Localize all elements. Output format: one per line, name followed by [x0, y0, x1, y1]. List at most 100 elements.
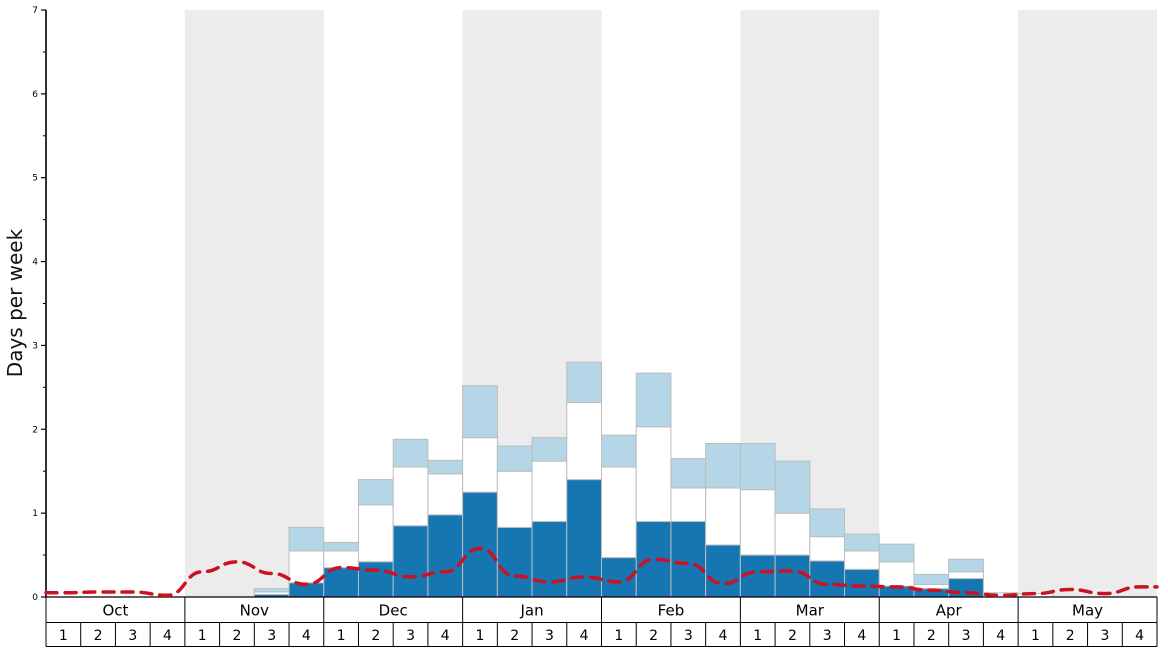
dark-blue-bars-segment: [392, 525, 429, 598]
y-tick-label: 0: [32, 593, 38, 603]
light-blue-bars-segment: [357, 479, 394, 506]
week-number-label: 1: [198, 628, 207, 644]
week-number-label: 2: [1066, 628, 1075, 644]
white-bars-segment: [878, 561, 915, 587]
month-label: Mar: [796, 602, 825, 620]
week-number-label: 3: [1100, 628, 1109, 644]
week-number-label: 3: [128, 628, 137, 644]
week-number-label: 2: [510, 628, 519, 644]
week-number-label: 2: [94, 628, 103, 644]
month-label: Nov: [240, 602, 269, 620]
y-tick-label: 4: [32, 258, 38, 268]
week-number-label: 4: [1135, 628, 1144, 644]
white-bars-segment: [496, 470, 533, 528]
week-number-label: 2: [649, 628, 658, 644]
light-blue-bars-segment: [288, 526, 325, 552]
white-bars-segment: [844, 550, 880, 570]
week-number-label: 2: [232, 628, 241, 644]
light-blue-bars-segment: [566, 361, 602, 403]
light-blue-bars-segment: [531, 437, 568, 462]
week-number-label: 1: [753, 628, 762, 644]
y-tick-label: 2: [32, 425, 38, 435]
week-number-label: 2: [927, 628, 936, 644]
month-label: Feb: [658, 602, 685, 620]
week-number-label: 1: [337, 628, 346, 644]
y-tick-label: 6: [32, 90, 38, 100]
red-dashed-line: [44, 546, 1159, 598]
white-bars-segment: [323, 550, 359, 569]
week-number-label: 4: [857, 628, 866, 644]
dark-blue-bars-segment: [531, 521, 568, 598]
white-bars-segment: [462, 437, 498, 493]
dark-blue-bars-segment: [844, 568, 880, 598]
y-tick-label: 3: [32, 341, 38, 351]
month-bands: [184, 10, 1157, 597]
week-number-label: 4: [302, 628, 311, 644]
light-blue-bars-segment: [323, 541, 359, 552]
week-number-label: 3: [823, 628, 832, 644]
month-label: Apr: [936, 602, 963, 620]
light-blue-bars-segment: [809, 508, 846, 538]
light-blue-bars-segment: [670, 458, 707, 489]
x-axis-table: Oct Nov Dec Jan Feb Mar Apr May 1 2 3 4 1 2 3 4 1 2 3 4 1 2 3 4…: [45, 597, 1158, 647]
light-blue-bars-segment: [844, 533, 880, 552]
y-tick-label: 1: [32, 509, 38, 519]
dark-blue-bars-segment: [496, 526, 533, 598]
white-bars-segment: [357, 504, 394, 563]
week-number-label: 2: [371, 628, 380, 644]
week-number-label: 3: [406, 628, 415, 644]
light-blue-bars-segment: [774, 460, 811, 514]
white-bars-segment: [531, 460, 568, 523]
dark-blue-bars-segment: [809, 560, 846, 598]
white-bars-segment: [288, 550, 325, 584]
week-number-label: 1: [59, 628, 68, 644]
light-blue-bars-segment: [878, 543, 915, 563]
week-number-label: 4: [580, 628, 589, 644]
dark-blue-bars-segment: [357, 561, 394, 598]
white-bars-segment: [635, 426, 672, 523]
week-number-label: 3: [267, 628, 276, 644]
light-blue-bars-segment: [392, 438, 429, 468]
month-label: Oct: [102, 602, 128, 620]
y-tick-label: 7: [32, 6, 38, 16]
dark-blue-bars-segment: [462, 491, 498, 598]
white-bars-segment: [427, 473, 464, 516]
white-bars-segment: [670, 487, 707, 523]
white-bars-segment: [566, 401, 602, 481]
light-blue-bars-segment: [496, 445, 533, 472]
week-number-label: 1: [1031, 628, 1040, 644]
week-number-label: 1: [614, 628, 623, 644]
y-tick-label: 5: [32, 174, 38, 184]
week-number-label: 1: [476, 628, 485, 644]
week-number-label: 4: [996, 628, 1005, 644]
white-bars-segment: [705, 487, 741, 546]
week-number-label: 3: [545, 628, 554, 644]
light-blue-bars-segment: [462, 385, 498, 439]
week-number-label: 1: [892, 628, 901, 644]
white-bars-segment: [809, 536, 846, 562]
light-blue-bars-segment: [739, 443, 776, 491]
week-number-label: 3: [962, 628, 971, 644]
stacked-bars: [253, 361, 1054, 598]
white-bars-segment: [774, 512, 811, 556]
month-label: May: [1072, 602, 1103, 620]
dark-blue-bars-segment: [774, 554, 811, 598]
light-blue-bars-segment: [601, 434, 637, 468]
light-blue-bars-segment: [913, 573, 950, 585]
dark-blue-bars-segment: [705, 544, 741, 598]
light-blue-bars-segment: [705, 443, 741, 489]
week-number-label: 4: [719, 628, 728, 644]
month-label: Jan: [520, 602, 544, 620]
light-blue-bars-segment: [427, 459, 464, 475]
white-bars-segment: [601, 466, 637, 559]
week-number-label: 2: [788, 628, 797, 644]
week-number-label: 3: [684, 628, 693, 644]
dark-blue-bars-segment: [670, 521, 707, 598]
month-label: Dec: [379, 602, 408, 620]
light-blue-bars-segment: [948, 558, 984, 573]
light-blue-bars-segment: [635, 372, 672, 428]
white-bars-segment: [948, 571, 984, 580]
dark-blue-bars-segment: [427, 514, 464, 598]
